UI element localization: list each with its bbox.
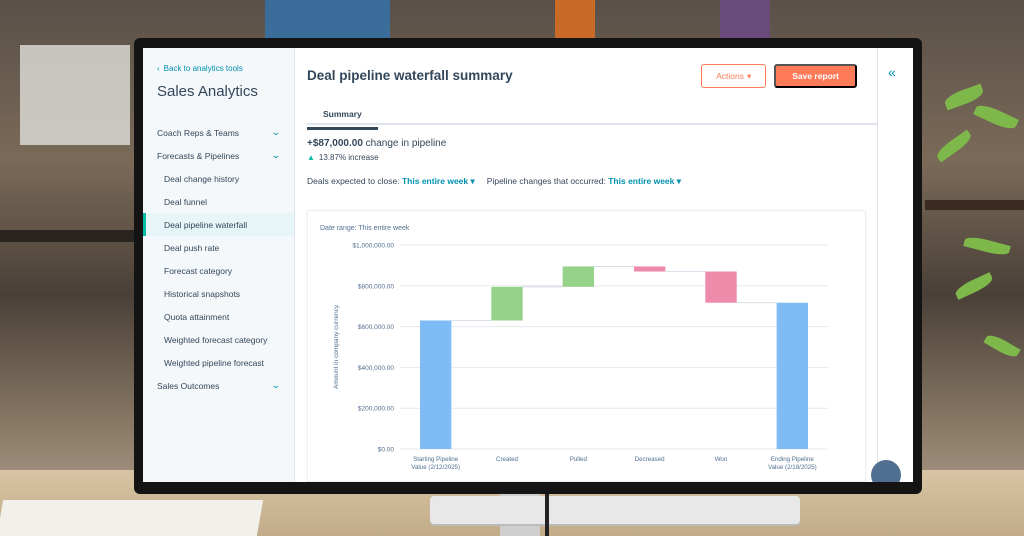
waterfall-bar xyxy=(419,320,452,449)
changes-filter[interactable]: Pipeline changes that occurred: This ent… xyxy=(487,176,681,187)
background-window xyxy=(20,45,130,145)
change-text: change in pipeline xyxy=(365,138,447,149)
y-tick-label: $800,000.00 xyxy=(358,283,395,290)
sidebar-item-deal-pipeline-waterfall[interactable]: Deal pipeline waterfall xyxy=(143,213,294,236)
caret-down-icon: ▾ xyxy=(676,176,682,186)
plant xyxy=(924,80,1024,400)
sidebar-group-coach-reps[interactable]: Coach Reps & Teams ⌄ xyxy=(143,121,294,144)
background-desk xyxy=(925,200,1024,210)
cable xyxy=(545,492,549,536)
back-link[interactable]: ‹ Back to analytics tools xyxy=(143,64,294,73)
x-tick-label: Value (2/12/2025) xyxy=(411,464,460,471)
x-tick-label: Ending Pipeline xyxy=(771,456,815,463)
page-title: Deal pipeline waterfall summary xyxy=(307,68,513,83)
tab-summary[interactable]: Summary xyxy=(307,109,378,130)
actions-button[interactable]: Actions ▾ xyxy=(701,64,767,88)
waterfall-bar xyxy=(633,266,666,272)
y-tick-label: $400,000.00 xyxy=(358,365,395,372)
background-panel xyxy=(720,0,770,40)
chevron-down-icon: ⌄ xyxy=(271,150,282,160)
triangle-up-icon: ▲ xyxy=(307,153,315,162)
waterfall-bar xyxy=(776,302,809,449)
filter-row: Deals expected to close: This entire wee… xyxy=(307,176,903,187)
x-tick-label: Decreased xyxy=(635,456,665,463)
changes-filter-label: Pipeline changes that occurred: xyxy=(486,176,606,186)
paper-sheet xyxy=(0,500,264,536)
right-panel: « xyxy=(871,48,913,482)
sidebar-item-weighted-pipeline-forecast[interactable]: Weighted pipeline forecast xyxy=(164,357,265,368)
date-range-label: Date range: This entire week xyxy=(320,225,410,232)
changes-filter-value: This entire week xyxy=(608,176,675,186)
waterfall-bar xyxy=(562,266,595,287)
tab-bar: Summary xyxy=(307,104,903,130)
header-buttons: Actions ▾ Save report xyxy=(701,64,857,88)
background-panel xyxy=(555,0,595,40)
close-filter-label: Deals expected to close: xyxy=(307,176,400,186)
keyboard xyxy=(430,496,800,524)
caret-down-icon: ▾ xyxy=(470,176,475,186)
sidebar-item-deal-push-rate[interactable]: Deal push rate xyxy=(164,242,220,253)
background-shelf xyxy=(0,230,135,242)
y-axis-label: Amount in company currency xyxy=(333,304,340,389)
sidebar-item-historical-snapshots[interactable]: Historical snapshots xyxy=(164,288,241,299)
pipeline-change-stat: +$87,000.00 change in pipeline xyxy=(307,138,903,149)
main-content: Deal pipeline waterfall summary Actions … xyxy=(295,48,913,482)
x-tick-label: Pulled xyxy=(570,456,588,463)
monitor: ‹ Back to analytics tools Sales Analytic… xyxy=(134,38,922,494)
close-filter[interactable]: Deals expected to close: This entire wee… xyxy=(307,176,475,187)
background-panel xyxy=(265,0,390,40)
waterfall-bar xyxy=(491,286,523,321)
x-tick-label: Starting Pipeline xyxy=(413,456,459,463)
actions-label: Actions xyxy=(716,71,744,81)
x-tick-label: Won xyxy=(715,456,728,463)
sidebar-item-forecast-category[interactable]: Forecast category xyxy=(164,265,233,276)
y-tick-label: $1,000,000.00 xyxy=(352,243,394,250)
chart-card: Date range: This entire week $0.00 $200,0… xyxy=(307,210,866,482)
app-screen: ‹ Back to analytics tools Sales Analytic… xyxy=(143,48,913,482)
sidebar-item-weighted-forecast-category[interactable]: Weighted forecast category xyxy=(164,334,268,345)
sidebar-group-label: Forecasts & Pipelines xyxy=(157,150,240,161)
sidebar-group-sales-outcomes[interactable]: Sales Outcomes ⌄ xyxy=(143,374,294,397)
sidebar: ‹ Back to analytics tools Sales Analytic… xyxy=(143,48,295,482)
sidebar-item-deal-change-history[interactable]: Deal change history xyxy=(164,173,240,184)
caret-down-icon: ▾ xyxy=(746,70,752,81)
y-tick-label: $200,000.00 xyxy=(358,406,395,413)
page-header: Deal pipeline waterfall summary Actions … xyxy=(307,48,903,88)
sidebar-item-deal-funnel[interactable]: Deal funnel xyxy=(164,196,208,207)
sidebar-item-quota-attainment[interactable]: Quota attainment xyxy=(164,311,230,322)
chevron-down-icon: ⌄ xyxy=(271,127,282,137)
sidebar-group-label: Coach Reps & Teams xyxy=(157,127,240,138)
waterfall-chart: $0.00 $200,000.00 $400,000.00 $600,000.00 $8… xyxy=(333,243,828,471)
chevron-down-icon: ⌄ xyxy=(271,380,282,390)
sidebar-group-forecasts[interactable]: Forecasts & Pipelines ⌄ xyxy=(143,144,294,167)
waterfall-bar xyxy=(705,271,737,303)
y-tick-label: $0.00 xyxy=(378,447,395,454)
help-chat-icon[interactable] xyxy=(871,460,901,482)
double-chevron-left-icon[interactable]: « xyxy=(888,64,896,80)
percent-change: ▲ 13.87% increase xyxy=(307,153,903,162)
percent-text: 13.87% increase xyxy=(318,153,379,162)
sidebar-title: Sales Analytics xyxy=(157,83,258,100)
save-report-button[interactable]: Save report xyxy=(774,64,857,88)
change-value: +$87,000.00 xyxy=(307,138,363,149)
sidebar-nav: Coach Reps & Teams ⌄ Forecasts & Pipelin… xyxy=(143,121,294,397)
sidebar-group-label: Sales Outcomes xyxy=(157,380,220,391)
x-tick-label: Value (2/18/2025) xyxy=(768,464,817,471)
x-tick-label: Created xyxy=(496,456,519,463)
close-filter-value: This entire week xyxy=(401,176,469,186)
back-link-label: Back to analytics tools xyxy=(163,64,243,73)
chevron-left-icon: ‹ xyxy=(157,64,160,73)
y-tick-label: $600,000.00 xyxy=(358,324,395,331)
